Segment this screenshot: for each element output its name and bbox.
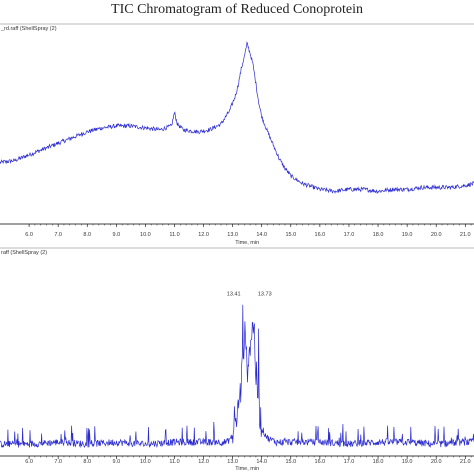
x-tick-label: 11.0 (169, 459, 179, 465)
x-tick-label: 8.0 (83, 459, 91, 465)
x-tick-label: 6.0 (25, 459, 33, 465)
x-tick-label: 13.0 (227, 232, 238, 238)
panel-label: _rd.raff (ShellSpray (2) (0, 26, 57, 32)
x-tick-label: 7.0 (54, 232, 62, 238)
x-tick-label: 15.0 (285, 459, 296, 465)
series-line (0, 41, 474, 195)
chart-title: TIC Chromatogram of Reduced Conoprotein (111, 2, 363, 17)
x-tick-label: 12.0 (198, 232, 209, 238)
x-tick-label: 10.0 (140, 232, 151, 238)
x-axis-title: Time, min (235, 466, 259, 472)
chart-panel-2: raff (ShellSpray (2) 6.0 7.0 8.0 9.0 10.0 11.0… (0, 247, 474, 472)
x-tick-label: 15.0 (285, 232, 296, 238)
x-tick-label: 18.0 (373, 459, 384, 465)
x-tick-label: 21.0 (460, 232, 471, 238)
x-tick-label: 12.0 (198, 459, 209, 465)
x-tick-label: 19.0 (402, 232, 413, 238)
x-tick-label: 9.0 (112, 232, 120, 238)
x-tick-label: 20.0 (431, 459, 442, 465)
x-tick-label: 16.0 (315, 232, 326, 238)
x-tick-label: 9.0 (112, 459, 120, 465)
chart-panel-1: _rd.raff (ShellSpray (2) 6.0 7.0 8.0 9.0 10.0… (0, 23, 474, 246)
panel-label: raff (ShellSpray (2) (1, 250, 47, 256)
x-tick-label: 17.0 (344, 232, 355, 238)
peak-label: 13.41 (227, 292, 241, 298)
x-tick-label: 16.0 (315, 459, 326, 465)
peak-label: 13.73 (258, 292, 272, 298)
x-tick-label: 18.0 (373, 232, 384, 238)
x-tick-label: 14.0 (256, 459, 267, 465)
x-tick-label: 10.0 (140, 459, 151, 465)
x-tick-label: 8.0 (83, 232, 91, 238)
x-tick-label: 20.0 (431, 232, 442, 238)
x-tick-label: 6.0 (25, 232, 33, 238)
x-tick-label: 19.0 (402, 459, 413, 465)
series-line (0, 304, 474, 449)
x-axis-title: Time, min (235, 240, 259, 246)
x-tick-label: 7.0 (54, 459, 62, 465)
x-tick-label: 14.0 (256, 232, 267, 238)
x-tick-label: 17.0 (344, 459, 355, 465)
x-tick-label: 13.0 (227, 459, 238, 465)
x-tick-label: 11.0 (169, 232, 179, 238)
x-tick-label: 21.0 (460, 459, 471, 465)
